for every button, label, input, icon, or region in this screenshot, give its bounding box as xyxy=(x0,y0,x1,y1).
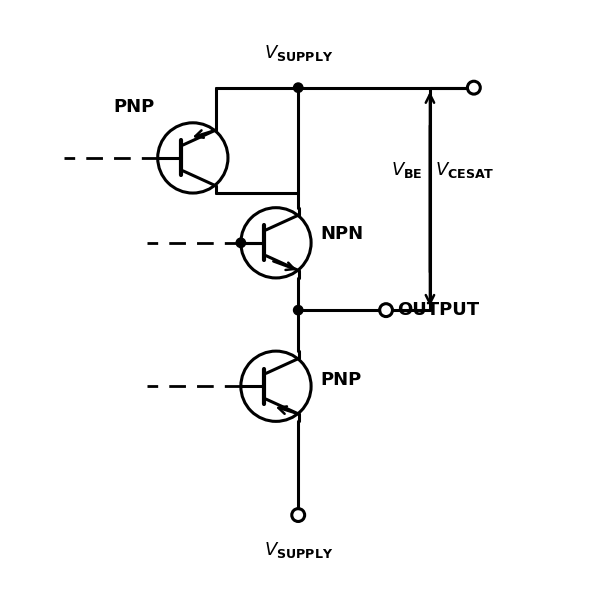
Circle shape xyxy=(470,83,478,92)
Text: OUTPUT: OUTPUT xyxy=(397,301,480,319)
Circle shape xyxy=(382,306,391,314)
Circle shape xyxy=(236,238,246,248)
Text: $V_{\mathregular{SUPPLY}}$: $V_{\mathregular{SUPPLY}}$ xyxy=(263,540,333,560)
Text: NPN: NPN xyxy=(320,225,363,243)
Text: $V_{\mathregular{SUPPLY}}$: $V_{\mathregular{SUPPLY}}$ xyxy=(263,43,333,63)
Circle shape xyxy=(293,83,303,92)
Text: $V_{\mathregular{CESAT}}$: $V_{\mathregular{CESAT}}$ xyxy=(435,160,494,180)
Text: $V_{\mathregular{BE}}$: $V_{\mathregular{BE}}$ xyxy=(391,160,423,180)
Text: PNP: PNP xyxy=(114,98,155,116)
Text: PNP: PNP xyxy=(320,371,361,389)
Circle shape xyxy=(294,511,303,519)
Circle shape xyxy=(293,306,303,315)
